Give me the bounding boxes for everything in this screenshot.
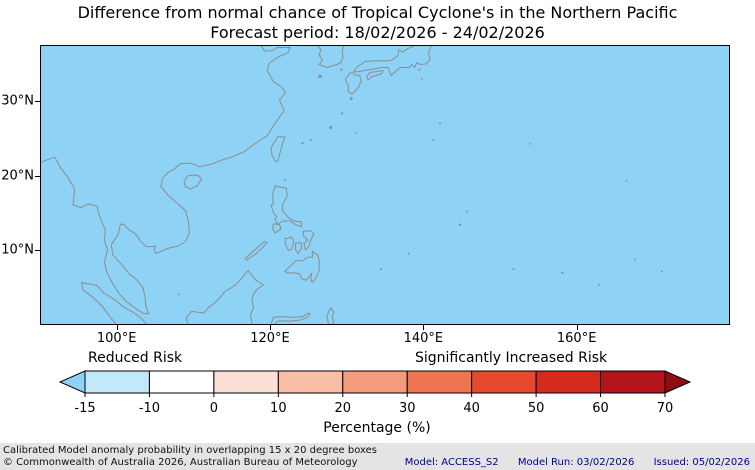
colorbar-tick-label: 30: [398, 401, 416, 416]
colorbar-segment: [213, 370, 279, 394]
colorbar-tick-label: 40: [463, 401, 480, 416]
coastline-shikoku: [367, 70, 383, 80]
island-dot: [432, 139, 435, 142]
footer-issued: Issued: 05/02/2026: [653, 457, 750, 468]
footer: Calibrated Model anomaly probability in …: [0, 443, 755, 470]
x-axis-tick-label: 100°E: [96, 331, 137, 346]
colorbar-segment: [535, 370, 602, 394]
coastline-panay-negros: [285, 237, 294, 250]
footer-description: Calibrated Model anomaly probability in …: [3, 445, 378, 456]
forecast-period-subtitle: Forecast period: 18/02/2026 - 24/02/2026: [210, 23, 545, 42]
coastline-honshu: [354, 46, 431, 76]
x-axis-tick-label: 140°E: [403, 331, 444, 346]
colorbar-tick-label: 10: [270, 401, 287, 416]
colorbar-tick-label: 50: [527, 401, 545, 416]
island-dot: [439, 122, 442, 125]
coastline-luzon: [271, 186, 302, 227]
island-dot: [177, 293, 180, 296]
island-dot: [340, 68, 343, 71]
footer-model-run: Model Run: 03/02/2026: [517, 457, 635, 468]
colorbar-tick-label: 0: [209, 401, 219, 416]
island-dot: [634, 258, 636, 261]
island-dot: [625, 180, 628, 182]
island-dot: [341, 112, 344, 115]
coastline-taiwan: [271, 136, 285, 161]
island-dot: [349, 97, 353, 100]
colorbar-tick-label: 60: [592, 401, 609, 416]
colorbar-tick-label: -10: [138, 401, 161, 416]
island-dot: [355, 131, 357, 134]
island-dot: [283, 179, 286, 182]
coastline-sumatra: [82, 282, 147, 324]
colorbar-segment: [148, 370, 215, 394]
island-dot: [329, 126, 333, 130]
y-axis-tick-mark: [35, 101, 40, 102]
x-axis-tick-mark: [270, 325, 271, 330]
x-axis-tick-mark: [423, 325, 425, 330]
small-islands: [177, 68, 663, 296]
coastline-map: [41, 46, 663, 324]
island-dot: [512, 268, 515, 271]
island-dot: [458, 223, 462, 226]
coastline-hainan: [184, 175, 202, 189]
island-dot: [420, 77, 423, 80]
island-dot: [380, 268, 383, 271]
colorbar: [55, 368, 700, 402]
colorbar-axis-label: Percentage (%): [323, 420, 431, 436]
colorbar-left-arrow: [58, 370, 86, 394]
y-axis-tick-label: 20°N: [1, 168, 34, 184]
colorbar-segment: [471, 370, 537, 394]
map-canvas: [40, 45, 730, 325]
page-title: Difference from normal chance of Tropica…: [77, 3, 678, 22]
colorbar-tick-label: 70: [656, 401, 674, 416]
y-axis-tick-label: 10°N: [1, 242, 34, 258]
coastline-samar-leyte: [303, 231, 314, 250]
colorbar-segment: [406, 370, 473, 394]
footer-model-info: Model: ACCESS_S2 Model Run: 03/02/2026 I…: [405, 457, 750, 468]
island-dot: [660, 270, 663, 273]
colorbar-right-arrow: [664, 370, 692, 394]
coastline-mindoro: [273, 224, 281, 233]
colorbar-segment: [84, 370, 150, 394]
coastline-palawan: [245, 242, 267, 261]
coastline-sulawesi-north: [271, 313, 310, 324]
x-axis-tick-label: 160°E: [556, 331, 597, 346]
coastline-halmahera: [327, 308, 334, 324]
island-dot: [561, 271, 564, 274]
colorbar-tick-label: 20: [334, 401, 352, 416]
y-axis-tick-mark: [35, 250, 40, 252]
island-dot: [529, 142, 532, 145]
x-axis-tick-mark: [116, 325, 118, 330]
island-dot: [318, 74, 322, 79]
footer-copyright: © Commonwealth of Australia 2026, Austra…: [3, 457, 358, 468]
footer-model: Model: ACCESS_S2: [404, 457, 499, 468]
colorbar-scale: [58, 370, 692, 397]
coastline-asia-mainland: [41, 46, 290, 314]
coastline-kyushu: [345, 73, 361, 94]
coastline-mindanao: [285, 251, 319, 282]
increased-risk-caption: Significantly Increased Risk: [415, 350, 608, 366]
y-axis-tick-label: 30°N: [1, 93, 34, 109]
island-dot: [598, 283, 601, 286]
island-dot: [465, 210, 468, 213]
island-dot: [418, 68, 421, 71]
island-dot: [309, 139, 312, 142]
island-dot: [407, 252, 410, 255]
coastline-borneo: [186, 271, 263, 324]
x-axis-tick-mark: [576, 325, 578, 330]
colorbar-segment: [600, 370, 666, 394]
x-axis-tick-label: 120°E: [250, 331, 290, 346]
coastline-cebu-bohol: [296, 242, 302, 253]
island-dot: [301, 142, 304, 145]
coastline-korea: [318, 46, 344, 67]
colorbar-segment: [277, 370, 344, 394]
reduced-risk-caption: Reduced Risk: [88, 350, 183, 366]
colorbar-segment: [342, 370, 408, 394]
colorbar-tick-label: -15: [74, 401, 96, 416]
y-axis-tick-mark: [35, 175, 40, 177]
